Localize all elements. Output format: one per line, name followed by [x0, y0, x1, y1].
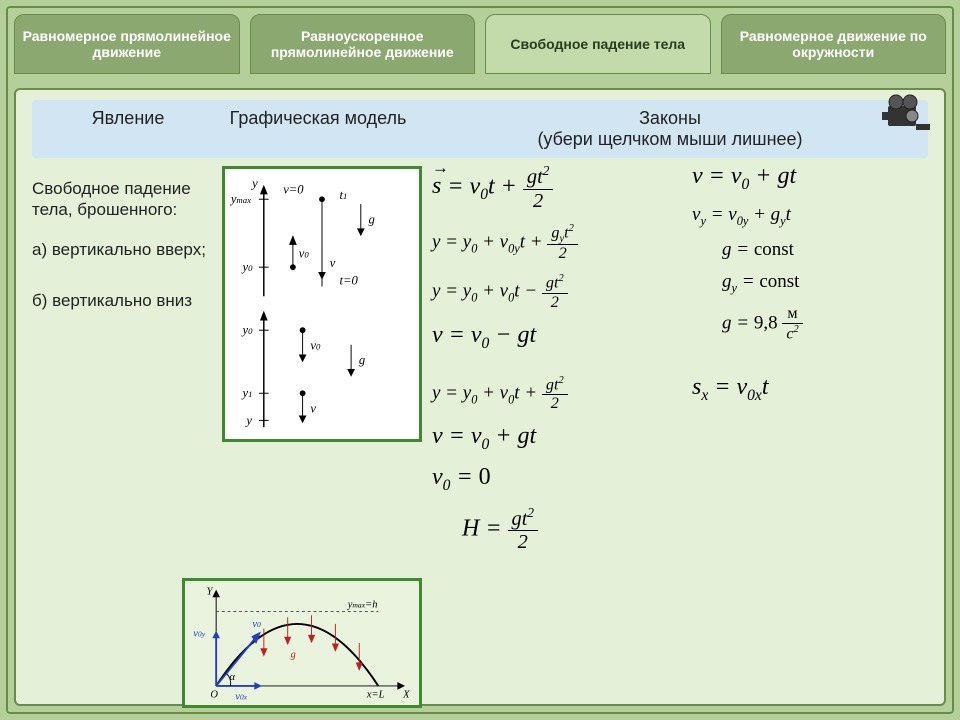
svg-text:ymax=h: ymax=h [347, 600, 378, 611]
phenomenon-text: Свободное падение тела, брошенного: а) в… [32, 178, 207, 329]
tab-free-fall[interactable]: Свободное падение тела [485, 14, 711, 74]
svg-text:α: α [230, 672, 236, 683]
svg-text:x=L: x=L [366, 689, 385, 700]
content-body: Свободное падение тела, брошенного: а) в… [32, 158, 928, 704]
svg-text:v0: v0 [252, 619, 261, 630]
formula-column-right: v = v0 + gt vy = v0y + gyt g = const gy … [692, 163, 932, 415]
formula-H[interactable]: H = gt22 [462, 505, 692, 555]
svg-text:ymax: ymax [229, 192, 251, 206]
formula-vy[interactable]: vy = v0y + gyt [692, 204, 932, 229]
svg-text:y0: y0 [240, 323, 253, 337]
formula-y-plus[interactable]: y = y0 + v0t + gt22 [432, 375, 692, 413]
formula-v-plus[interactable]: v = v0 + gt [432, 423, 692, 454]
svg-text:t=0: t=0 [339, 274, 358, 288]
tab-accelerated-linear[interactable]: Равноускоренное прямолинейное движение [250, 14, 476, 74]
svg-text:v: v [330, 256, 336, 270]
formula-y-full[interactable]: y = y0 + v0yt + gyt22 [432, 223, 692, 264]
svg-text:v: v [310, 402, 316, 416]
tab-uniform-linear[interactable]: Равномерное прямолинейное движение [14, 14, 240, 74]
formula-s[interactable]: s = v0t + gt22 [432, 163, 692, 213]
svg-text:v0x: v0x [235, 691, 247, 702]
header-graphic-model: Графическая модель [218, 108, 418, 150]
formula-gy-const[interactable]: gy = const [722, 271, 932, 296]
svg-text:X: X [402, 689, 410, 700]
diagram-vertical-throw: y ymax v=0 t1 g y0 v0 v t=0 [222, 166, 422, 442]
formula-column-left: s = v0t + gt22 y = y0 + v0yt + gyt22 y =… [432, 163, 692, 564]
content-panel: Явление Графическая модель Законы (убери… [14, 88, 946, 706]
svg-text:Y: Y [207, 586, 214, 597]
svg-text:y: y [250, 177, 258, 191]
formula-v-gt[interactable]: v = v0 + gt [692, 163, 932, 194]
svg-text:g: g [359, 353, 365, 367]
video-camera-icon[interactable] [882, 94, 934, 134]
formula-y-minus[interactable]: y = y0 + v0t − gt22 [432, 273, 692, 311]
svg-text:y: y [244, 413, 252, 427]
svg-text:y0: y0 [240, 260, 253, 274]
table-header: Явление Графическая модель Законы (убери… [32, 100, 928, 158]
tab-bar: Равномерное прямолинейное движение Равно… [14, 14, 946, 74]
formula-sx[interactable]: sx = v0xt [692, 374, 932, 405]
svg-text:y1: y1 [240, 386, 252, 400]
svg-text:v0y: v0y [193, 628, 205, 639]
svg-text:v=0: v=0 [283, 182, 304, 196]
formula-v0-zero[interactable]: v0 = 0 [432, 464, 692, 495]
diagram-projectile: Y X O ymax=h x=L v0 v0y v0x α [182, 578, 422, 708]
svg-text:v0: v0 [299, 246, 310, 260]
svg-text:O: O [210, 689, 218, 700]
header-laws: Законы (убери щелчком мыши лишнее) [418, 108, 922, 150]
phenomenon-a: а) вертикально вверх; [32, 239, 207, 260]
tab-circular[interactable]: Равномерное движение по окружности [721, 14, 947, 74]
svg-text:g: g [291, 649, 296, 660]
formula-g-98[interactable]: g = 9,8 мc2 [722, 305, 932, 343]
header-phenomenon: Явление [38, 108, 218, 150]
phenomenon-b: б) вертикально вниз [32, 290, 207, 311]
formula-g-const[interactable]: g = const [722, 239, 932, 261]
formula-v-minus[interactable]: v = v0 − gt [432, 322, 692, 353]
svg-text:t1: t1 [339, 188, 347, 202]
svg-text:v0: v0 [310, 339, 321, 353]
phenomenon-title: Свободное падение тела, брошенного: [32, 178, 207, 221]
svg-text:g: g [369, 212, 375, 226]
